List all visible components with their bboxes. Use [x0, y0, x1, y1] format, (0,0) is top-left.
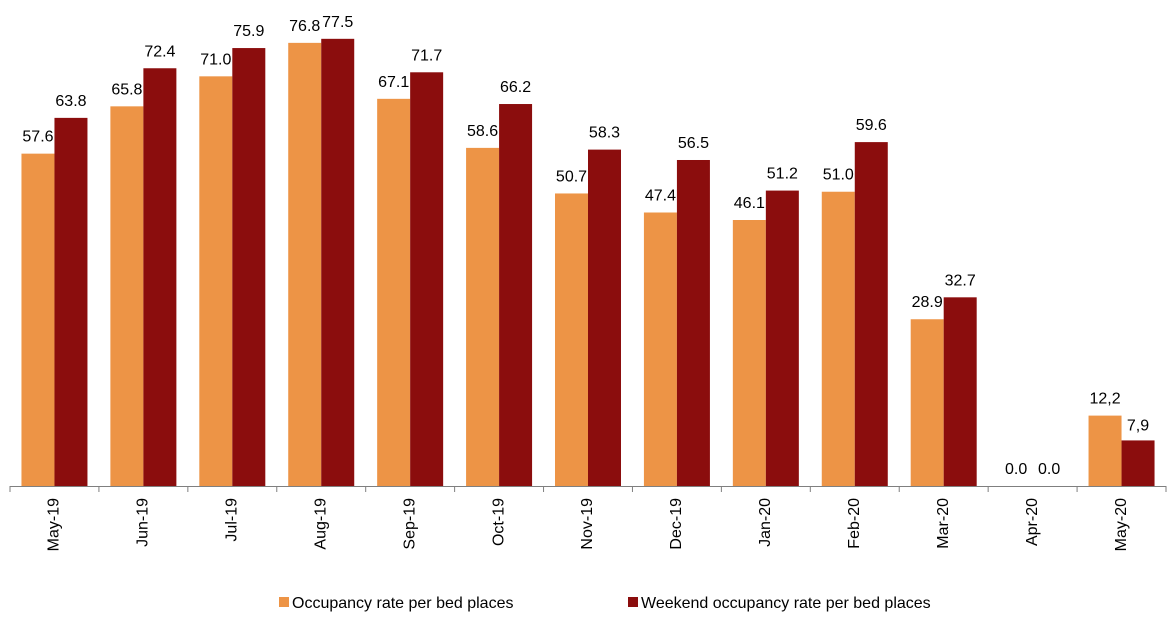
bar-occupancy-sep-19: [377, 98, 411, 486]
bar-weekend-mar-20: [943, 297, 977, 486]
bars-group: [21, 38, 1155, 487]
bar-occupancy-dec-19: [643, 212, 677, 486]
bar-occupancy-may-20: [1088, 415, 1122, 486]
data-label-occupancy-may-19: 57.6: [22, 129, 53, 146]
bar-weekend-jul-19: [232, 48, 266, 486]
data-label-occupancy-sep-19: 67.1: [378, 74, 409, 91]
data-label-occupancy-jan-20: 46.1: [734, 195, 765, 212]
legend: Occupancy rate per bed places Weekend oc…: [279, 595, 931, 612]
data-label-occupancy-jul-19: 71.0: [200, 51, 231, 68]
x-tick-label-jun-19: Jun-19: [135, 498, 152, 547]
data-label-weekend-sep-19: 71.7: [411, 47, 442, 64]
data-label-weekend-may-19: 63.8: [55, 93, 86, 110]
data-label-weekend-nov-19: 58.3: [589, 125, 620, 142]
data-label-occupancy-mar-20: 28.9: [912, 294, 943, 311]
bar-weekend-aug-19: [321, 38, 355, 486]
data-label-weekend-jan-20: 51.2: [767, 166, 798, 183]
bar-occupancy-nov-19: [555, 193, 588, 486]
bar-weekend-jun-19: [143, 68, 177, 486]
data-label-weekend-apr-20: 0.0: [1038, 461, 1060, 478]
bar-occupancy-may-19: [21, 153, 55, 486]
data-label-occupancy-dec-19: 47.4: [645, 188, 676, 205]
data-label-weekend-jun-19: 72.4: [144, 43, 175, 60]
data-label-weekend-may-20: 7,9: [1127, 417, 1149, 434]
bar-weekend-sep-19: [410, 72, 444, 486]
bar-occupancy-jan-20: [732, 220, 766, 487]
legend-label-occupancy: Occupancy rate per bed places: [292, 595, 513, 612]
x-tick-label-feb-20: Feb-20: [846, 498, 863, 549]
bar-occupancy-mar-20: [910, 319, 944, 486]
data-label-weekend-jul-19: 75.9: [233, 23, 264, 40]
x-tick-label-nov-19: Nov-19: [579, 498, 596, 550]
x-tick-label-oct-19: Oct-19: [490, 498, 507, 546]
x-tick-label-sep-19: Sep-19: [401, 498, 418, 550]
bar-weekend-jan-20: [765, 190, 799, 487]
data-label-weekend-feb-20: 59.6: [856, 117, 887, 134]
data-label-weekend-dec-19: 56.5: [678, 135, 709, 152]
x-ticks-group: [9, 486, 1167, 492]
data-label-occupancy-oct-19: 58.6: [467, 123, 498, 140]
bar-occupancy-jun-19: [110, 106, 144, 487]
x-tick-label-apr-20: Apr-20: [1024, 498, 1041, 546]
data-label-occupancy-aug-19: 76.8: [289, 18, 320, 35]
x-tick-label-may-20: May-20: [1113, 498, 1130, 551]
x-tick-label-jan-20: Jan-20: [757, 498, 774, 547]
data-label-weekend-oct-19: 66.2: [500, 79, 531, 96]
bar-weekend-may-20: [1121, 440, 1155, 486]
data-label-occupancy-may-20: 12,2: [1089, 391, 1120, 408]
legend-swatch-occupancy: [279, 597, 289, 607]
x-tick-label-aug-19: Aug-19: [312, 498, 329, 550]
bar-occupancy-feb-20: [821, 191, 855, 487]
data-label-weekend-mar-20: 32.7: [945, 272, 976, 289]
x-tick-labels-group: May-19 Jun-19 Jul-19 Aug-19 Sep-19 Oct-19 Nov-…: [46, 498, 1130, 551]
bar-weekend-dec-19: [676, 159, 710, 486]
x-tick-label-dec-19: Dec-19: [668, 498, 685, 550]
bar-weekend-feb-20: [854, 142, 888, 486]
data-label-occupancy-jun-19: 65.8: [111, 81, 142, 98]
legend-swatch-weekend: [628, 597, 638, 607]
data-labels-group: 57.6 63.8 65.8 72.4 71.075.9 76.8 77.5 67.171.7…: [22, 14, 1149, 478]
legend-label-weekend: Weekend occupancy rate per bed places: [641, 595, 931, 612]
data-label-occupancy-apr-20: 0.0: [1005, 461, 1027, 478]
bar-weekend-may-19: [54, 117, 88, 487]
bar-occupancy-oct-19: [466, 147, 500, 487]
data-label-occupancy-nov-19: 50.7: [556, 168, 587, 185]
x-tick-label-may-19: May-19: [46, 498, 63, 551]
bar-occupancy-aug-19: [288, 42, 322, 486]
data-label-occupancy-feb-20: 51.0: [823, 167, 854, 184]
bar-weekend-oct-19: [499, 104, 533, 486]
x-tick-label-jul-19: Jul-19: [224, 498, 241, 542]
data-label-weekend-aug-19: 77.5: [322, 14, 353, 31]
bar-occupancy-jul-19: [199, 76, 233, 486]
x-tick-label-mar-20: Mar-20: [935, 498, 952, 549]
bar-weekend-nov-19: [588, 149, 621, 486]
